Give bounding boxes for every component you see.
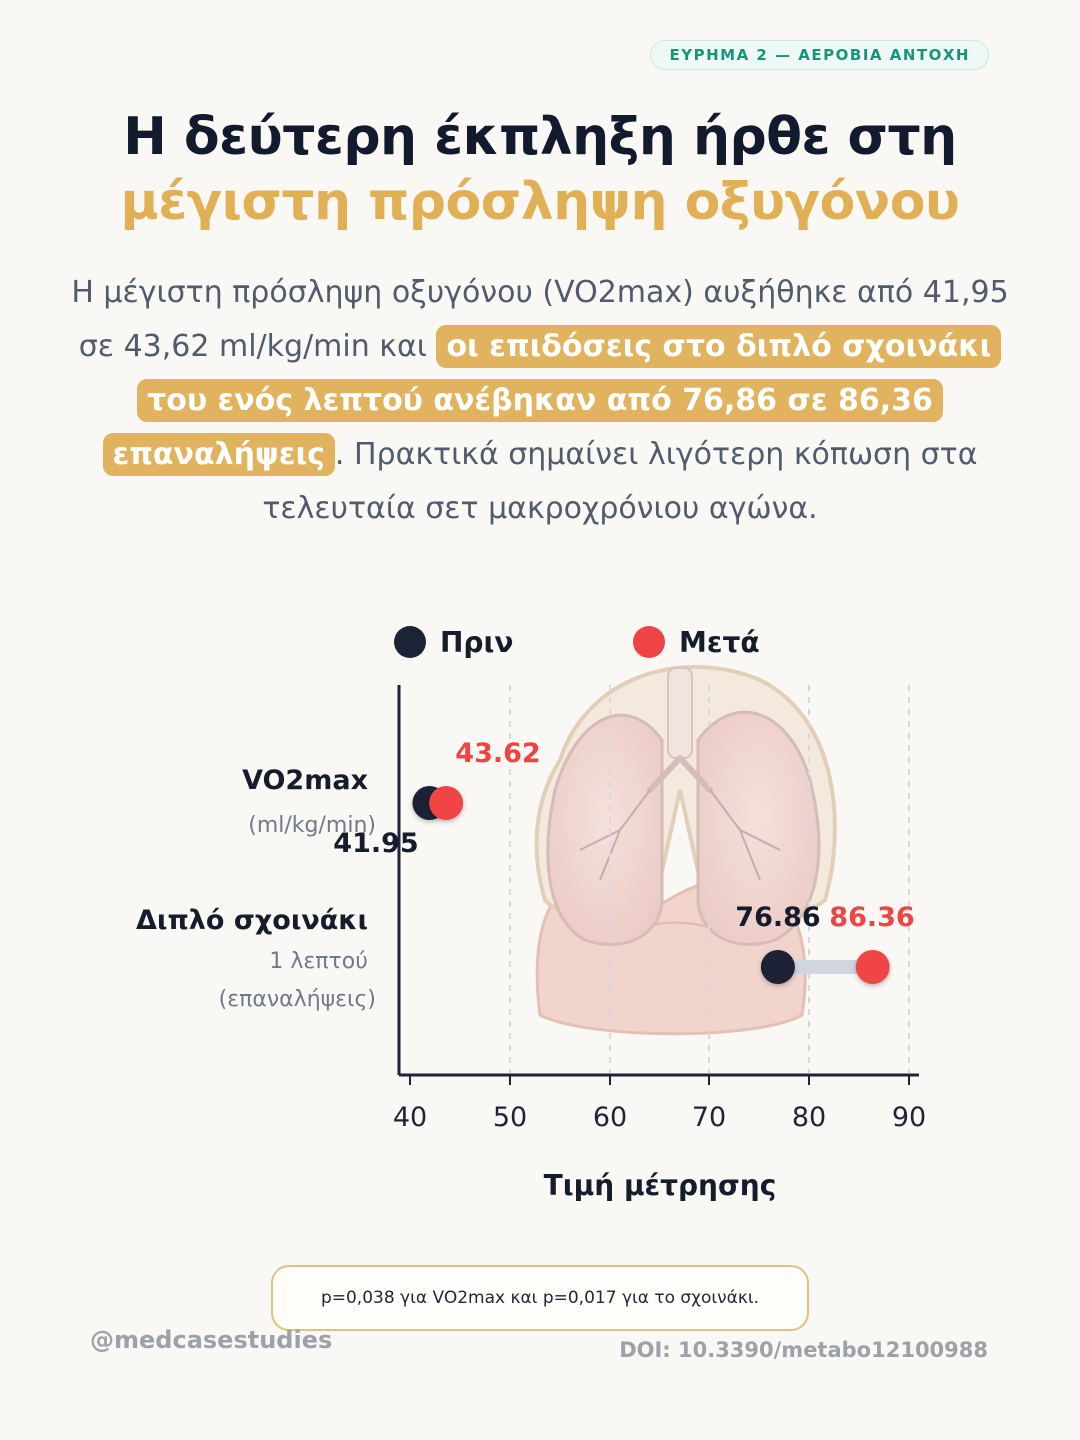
value-label-before-vo2max: 41.95 bbox=[333, 828, 418, 859]
page-title-line2: μέγιστη πρόσληψη οξυγόνου bbox=[120, 172, 960, 232]
tick-label-80: 80 bbox=[792, 1102, 826, 1133]
x-axis-title: Τιμή μέτρησης bbox=[544, 1169, 777, 1202]
legend-label-before: Πριν bbox=[440, 625, 514, 659]
page-title-line1: Η δεύτερη έκπληξη ήρθε στη bbox=[123, 107, 957, 167]
dumbbell-chart: 40 50 60 70 80 90 Τιμή μέτρησης VO2max (… bbox=[136, 665, 926, 1202]
category-labels: VO2max (ml/kg/min) Διπλό σχοινάκι 1 λεπτ… bbox=[136, 765, 376, 1012]
category-label-vo2max: VO2max bbox=[242, 765, 368, 796]
tick-label-90: 90 bbox=[892, 1102, 926, 1133]
legend-item-after: Μετά bbox=[633, 620, 760, 664]
category-label-rope: Διπλό σχοινάκι bbox=[136, 905, 368, 936]
chart-legend: Πριν Μετά bbox=[0, 620, 1080, 664]
lungs-illustration bbox=[534, 665, 837, 1036]
section-badge: ΕΥΡΗΜΑ 2 — ΑΕΡΟΒΙΑ ΑΝΤΟΧΗ bbox=[650, 40, 989, 70]
summary-paragraph: Η μέγιστη πρόσληψη οξυγόνου (VO2max) αυξ… bbox=[60, 266, 1020, 536]
category-sublabel-rope-unit: (επαναλήψεις) bbox=[219, 987, 376, 1012]
tick-label-50: 50 bbox=[493, 1102, 527, 1133]
value-label-after-vo2max: 43.62 bbox=[455, 738, 540, 769]
value-label-before-rope: 76.86 bbox=[735, 902, 820, 933]
chart-grid bbox=[509, 685, 910, 1073]
data-marks: 41.95 43.62 76.86 86.36 bbox=[333, 738, 915, 984]
summary-text-start: Η μέγιστη πρόσληψη οξυγόνου (VO2max) αυξ… bbox=[71, 275, 1009, 364]
legend-dot-after bbox=[633, 626, 665, 658]
legend-item-before: Πριν bbox=[394, 620, 513, 664]
legend-label-after: Μετά bbox=[679, 625, 760, 659]
summary-text-end: . Πρακτικά σημαίνει λιγότερη κόπωση στα … bbox=[262, 437, 978, 526]
tick-label-70: 70 bbox=[692, 1102, 726, 1133]
tick-label-40: 40 bbox=[393, 1102, 427, 1133]
point-after-vo2max bbox=[429, 786, 464, 820]
x-axis-ticks: 40 50 60 70 80 90 bbox=[393, 1075, 926, 1133]
p-value-note: p=0,038 για VO2max και p=0,017 για το σχ… bbox=[271, 1265, 809, 1331]
legend-dot-before bbox=[394, 626, 426, 658]
doi-reference: DOI: 10.3390/metabo12100988 bbox=[619, 1338, 988, 1362]
point-after-rope bbox=[855, 950, 890, 984]
social-handle: @medcasestudies bbox=[90, 1326, 333, 1354]
value-label-after-rope: 86.36 bbox=[829, 902, 914, 933]
category-sublabel-vo2max-unit: (ml/kg/min) bbox=[248, 813, 376, 838]
category-sublabel-rope-duration: 1 λεπτού bbox=[269, 949, 368, 974]
point-before-rope bbox=[760, 950, 795, 984]
tick-label-60: 60 bbox=[593, 1102, 627, 1133]
